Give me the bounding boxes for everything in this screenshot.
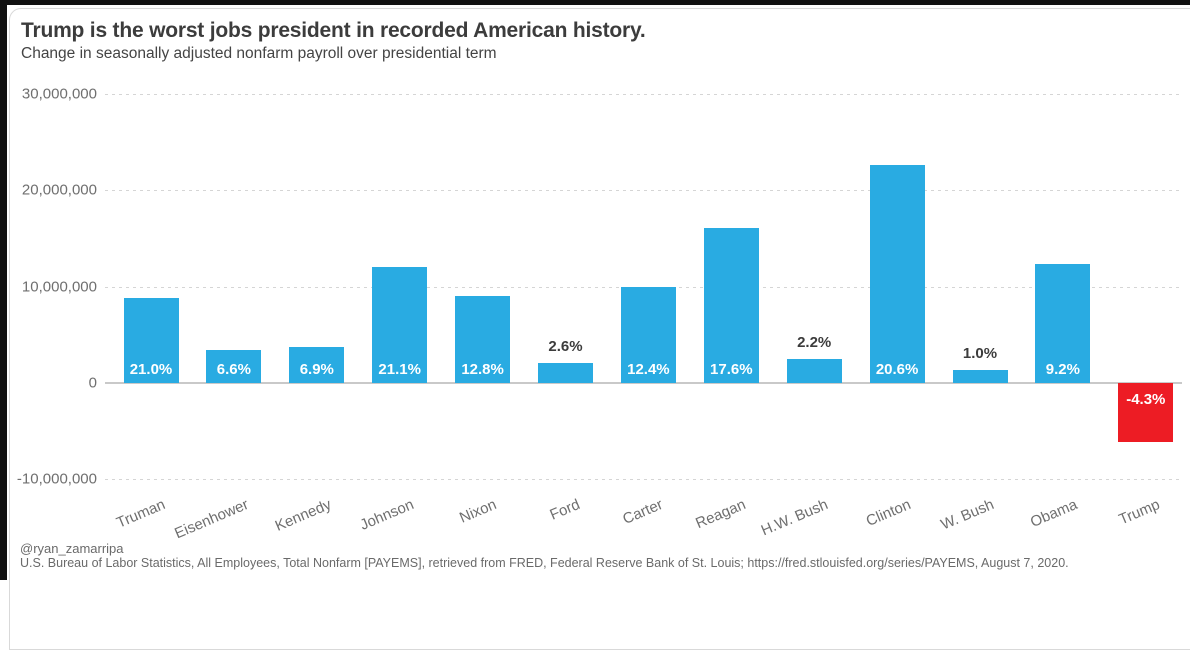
y-axis-tick-label: 10,000,000 bbox=[21, 278, 97, 295]
x-axis-label: Obama bbox=[1027, 496, 1080, 531]
bar-johnson bbox=[372, 267, 428, 383]
y-axis-tick-label: 0 bbox=[88, 374, 97, 392]
bar-value-label: 2.6% bbox=[548, 337, 583, 355]
bar-value-label: 6.6% bbox=[216, 360, 251, 378]
bar-h-w-bush bbox=[786, 358, 842, 383]
chart-card bbox=[9, 8, 1190, 650]
x-axis-label: Johnson bbox=[357, 496, 417, 534]
x-axis-label: Eisenhower bbox=[171, 496, 251, 543]
bar-nixon bbox=[455, 296, 511, 383]
bar-value-label: -4.3% bbox=[1126, 390, 1166, 408]
y-axis-tick-label: -10,000,000 bbox=[16, 470, 97, 488]
x-axis-label: Nixon bbox=[457, 496, 500, 527]
bar-chart-plot-area: 30,000,000 20,000,000 10,000,000 0 -10,000,0… bbox=[16, 85, 1182, 543]
data-source-citation: U.S. Bureau of Labor Statistics, All Emp… bbox=[20, 556, 1069, 570]
y-axis-tick-label: 20,000,000 bbox=[21, 181, 97, 199]
bar-kennedy bbox=[289, 347, 345, 383]
bar-value-label: 12.4% bbox=[627, 360, 670, 378]
bar-value-label: 6.9% bbox=[299, 360, 334, 378]
bar-value-label: 17.6% bbox=[710, 360, 753, 378]
bar-value-label: 9.2% bbox=[1045, 360, 1080, 378]
x-axis-label: W. Bush bbox=[938, 496, 997, 534]
bar-trump bbox=[1118, 382, 1174, 443]
x-axis-label: Reagan bbox=[692, 496, 748, 533]
bar-reagan bbox=[703, 227, 759, 383]
window-frame-top bbox=[0, 0, 1190, 5]
y-axis-tick-label: 30,000,000 bbox=[21, 85, 97, 103]
bar-ford bbox=[538, 362, 593, 383]
chart-title: Trump is the worst jobs president in rec… bbox=[21, 19, 646, 42]
chart-subtitle: Change in seasonally adjusted nonfarm pa… bbox=[21, 45, 497, 62]
bar-value-label: 2.2% bbox=[797, 333, 832, 351]
bar-value-label: 12.8% bbox=[461, 360, 504, 378]
x-axis-label: Ford bbox=[547, 496, 583, 524]
bar-value-label: 20.6% bbox=[875, 360, 919, 378]
gridline bbox=[105, 190, 1182, 192]
bar-value-label: 21.0% bbox=[129, 360, 173, 378]
author-twitter-handle: @ryan_zamarripa bbox=[20, 541, 124, 556]
bar-carter bbox=[620, 286, 676, 383]
x-axis-label: Kennedy bbox=[272, 496, 334, 535]
bar-w-bush bbox=[952, 370, 1008, 383]
x-axis-label: Carter bbox=[620, 496, 666, 528]
zero-axis-line bbox=[105, 381, 1182, 384]
x-axis-label: Clinton bbox=[864, 496, 914, 530]
x-axis-label: Truman bbox=[113, 496, 168, 532]
gridline bbox=[105, 479, 1182, 480]
bar-value-label: 21.1% bbox=[378, 360, 421, 378]
bar-obama bbox=[1035, 264, 1091, 383]
x-axis-label: Trump bbox=[1116, 496, 1163, 529]
bar-eisenhower bbox=[206, 350, 262, 383]
bar-value-label: 1.0% bbox=[962, 345, 998, 363]
bar-truman bbox=[123, 298, 179, 383]
window-frame-left bbox=[0, 0, 7, 580]
gridline bbox=[105, 94, 1182, 95]
bar-clinton bbox=[869, 165, 925, 383]
x-axis-label: H.W. Bush bbox=[758, 496, 831, 540]
